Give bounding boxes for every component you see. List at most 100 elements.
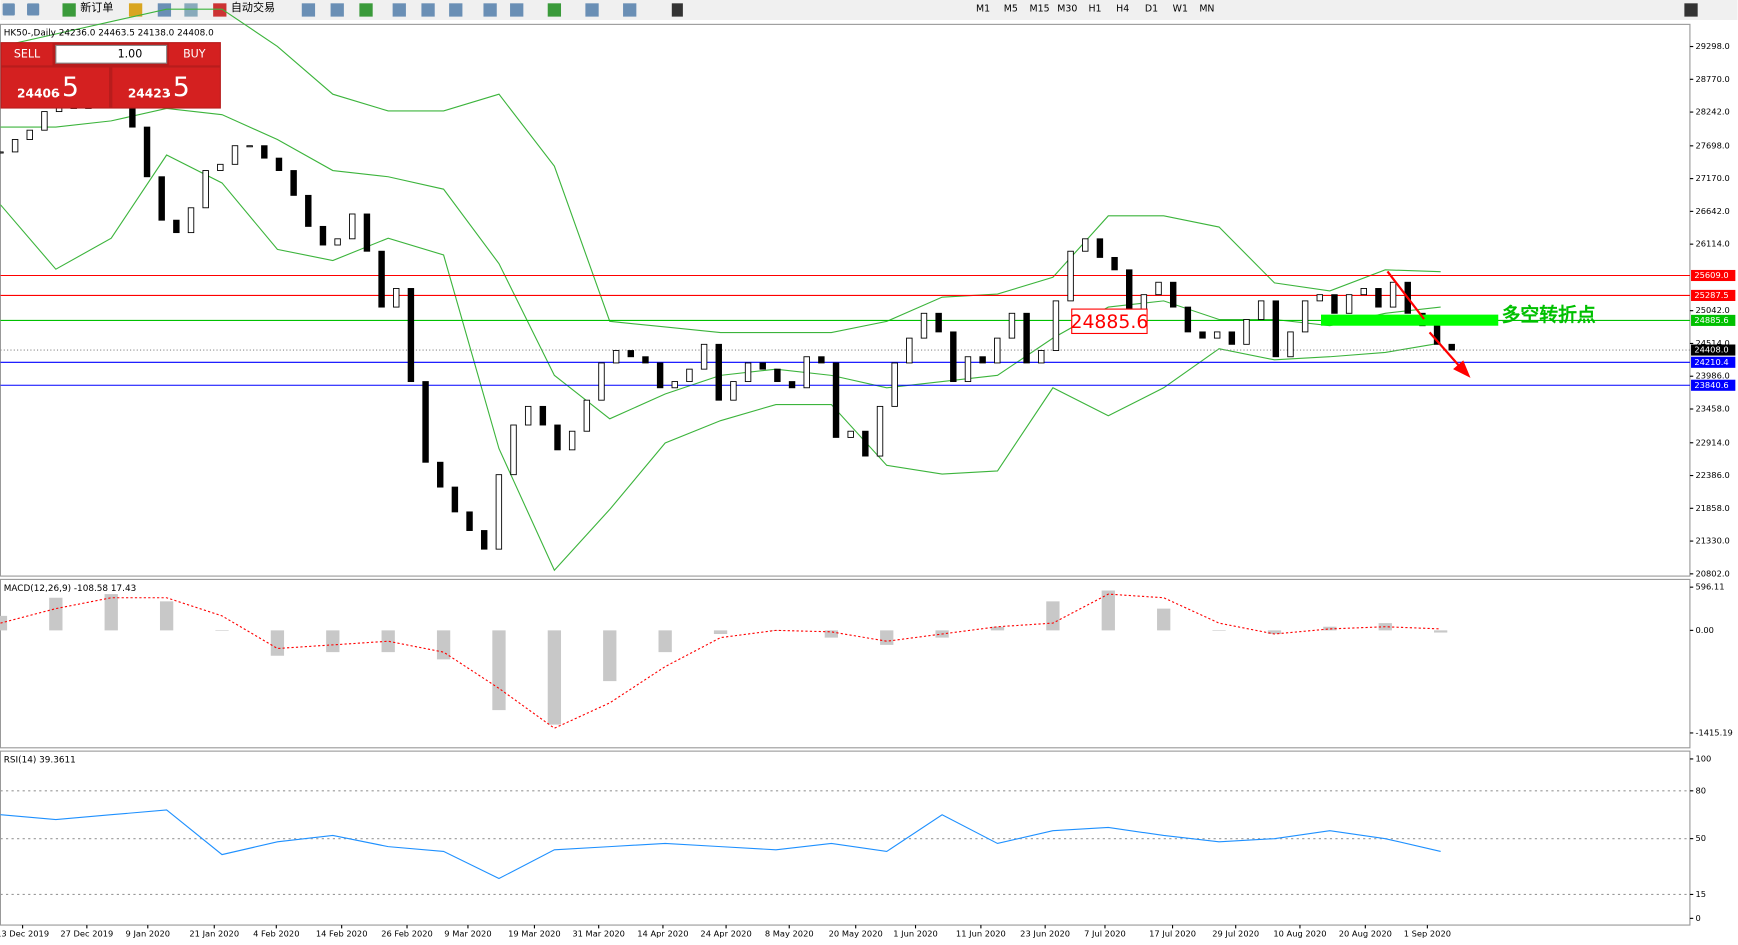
candle: [1038, 350, 1045, 364]
level-label-box: [1691, 379, 1736, 391]
buy-button[interactable]: [168, 43, 220, 66]
timeframe-button[interactable]: M1: [976, 3, 990, 14]
candle: [378, 250, 385, 308]
buy-pips: .5: [164, 72, 189, 103]
timeframe-button[interactable]: H4: [1116, 3, 1129, 14]
level-label-box: [1691, 314, 1736, 326]
candle: [1228, 331, 1236, 345]
candle: [876, 405, 884, 457]
candle: [1067, 250, 1074, 302]
timeframe-button[interactable]: H1: [1088, 3, 1101, 14]
candle: [803, 356, 810, 389]
timeframe-button[interactable]: W1: [1173, 3, 1188, 14]
candle: [158, 176, 165, 221]
candle: [393, 288, 400, 308]
macd-bar: [880, 630, 894, 645]
timeframe-button[interactable]: M15: [1030, 3, 1050, 14]
macd-bar: [990, 626, 1005, 631]
candle: [422, 381, 429, 463]
candle: [1331, 294, 1338, 314]
macd-bar: [381, 630, 395, 653]
candle: [334, 238, 341, 246]
candle: [524, 405, 532, 426]
buy-quote[interactable]: [112, 67, 220, 108]
candle: [1257, 300, 1265, 320]
sell-quote[interactable]: [1, 67, 110, 108]
bollinger-upper: [0, 8, 1441, 334]
timeframe-button[interactable]: MN: [1199, 3, 1214, 14]
annotation-box: [1071, 308, 1148, 335]
timeframe-button[interactable]: M5: [1004, 3, 1018, 14]
timeframe-button[interactable]: M30: [1057, 3, 1077, 14]
candle: [1448, 343, 1455, 351]
macd-bar: [1101, 590, 1115, 631]
x-tick-label: 4 Feb 2020: [253, 928, 299, 938]
candle: [1345, 294, 1353, 314]
auto-trading-button[interactable]: 自动交易: [231, 0, 275, 14]
candle: [1360, 288, 1367, 296]
macd-bar: [824, 630, 838, 638]
level-label-box: [1691, 356, 1736, 368]
candle: [1375, 288, 1382, 308]
macd-panel: [0, 578, 1691, 749]
candle: [407, 288, 415, 383]
macd-bar: [658, 630, 672, 653]
candle: [510, 424, 517, 476]
x-tick-label: 24 Apr 2020: [700, 928, 751, 938]
candle: [246, 145, 253, 148]
volume-input[interactable]: [55, 44, 168, 64]
plots: 29298.0 28770.0 28242.0 27698.0 27170.0 26642…: [0, 8, 1736, 938]
macd-bar: [603, 630, 617, 682]
candle: [1082, 238, 1089, 252]
candle: [627, 350, 635, 358]
y-tick-label: 29298.0: [1695, 41, 1729, 51]
x-tick-label: 11 Jun 2020: [956, 928, 1006, 938]
level-label: 24885.6: [1694, 315, 1728, 325]
candle: [656, 362, 664, 389]
candle: [715, 343, 722, 401]
x-tick-label: 8 May 2020: [765, 928, 814, 938]
new-order-button[interactable]: 新订单: [80, 0, 113, 14]
macd-bar: [547, 630, 562, 725]
candle: [290, 170, 297, 196]
trade-panel: [0, 42, 221, 109]
candle: [437, 461, 444, 488]
macd-bar: [1046, 601, 1060, 631]
buy-label: BUY: [183, 47, 206, 60]
x-tick-label: 10 Aug 2020: [1273, 928, 1326, 938]
candle: [554, 424, 561, 451]
y-tick-label: 23458.0: [1695, 404, 1729, 414]
y-tick-label: 24514.0: [1695, 338, 1729, 348]
y-tick-label: -1415.19: [1695, 727, 1732, 737]
sell-button[interactable]: [1, 43, 53, 66]
current-price-box: [1691, 344, 1736, 356]
macd-bar: [1434, 630, 1448, 633]
macd-bar: [1267, 630, 1282, 634]
candle: [847, 430, 854, 438]
x-tick-label: 31 Mar 2020: [572, 928, 625, 938]
candle: [1155, 281, 1162, 296]
y-tick-label: 50: [1695, 833, 1706, 843]
y-tick-label: 100: [1695, 753, 1711, 763]
timeframe-button[interactable]: D1: [1145, 3, 1158, 14]
trend-arrows: [1386, 270, 1471, 378]
candle: [700, 343, 708, 370]
candle: [1272, 300, 1280, 358]
y-tick-label: 15: [1695, 889, 1706, 899]
y-tick-label: 27698.0: [1695, 140, 1729, 150]
sell-pips: .5: [54, 72, 79, 103]
candle: [1316, 294, 1324, 302]
candle: [730, 381, 737, 401]
x-tick-label: 29 Jul 2020: [1212, 928, 1259, 938]
candle: [642, 356, 649, 364]
candle: [920, 312, 928, 339]
x-tick-label: 13 Dec 2019: [0, 928, 49, 938]
candle: [759, 362, 766, 370]
candle: [744, 362, 752, 383]
macd-signal: [0, 593, 1441, 729]
candle: [187, 207, 195, 234]
sell-label: SELL: [14, 47, 41, 60]
candle: [41, 111, 48, 131]
